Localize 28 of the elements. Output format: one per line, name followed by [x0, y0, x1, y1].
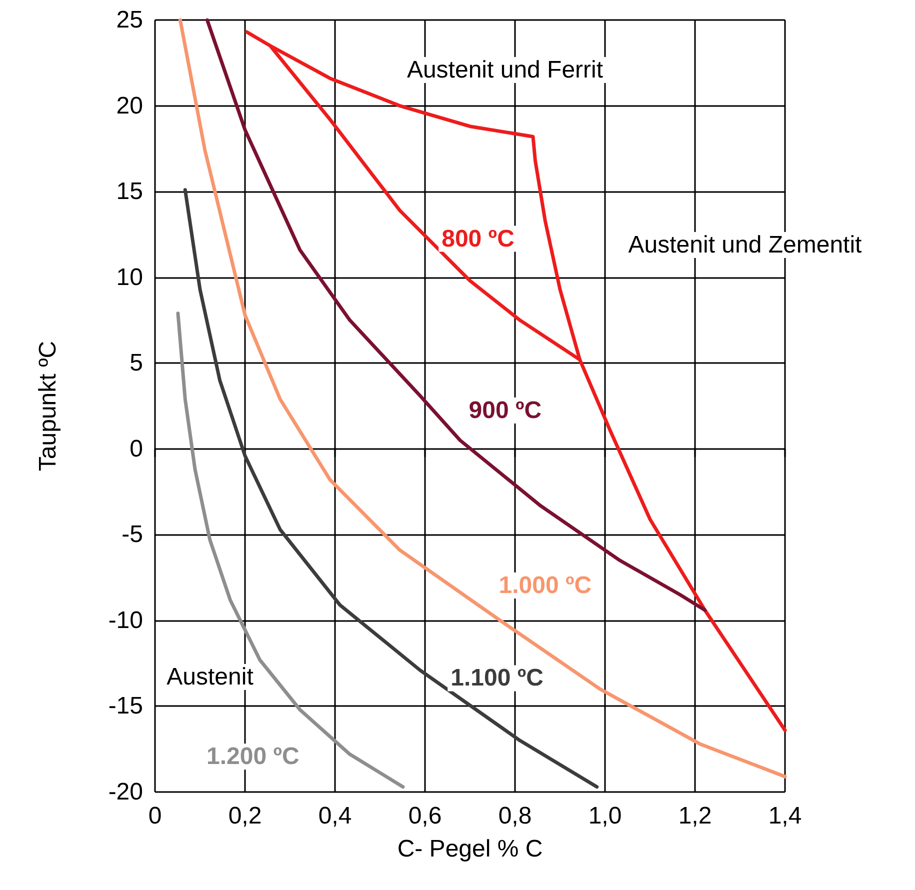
y-axis-title: Taupunkt ºC: [34, 340, 62, 472]
y-tick-label: 0: [130, 435, 143, 462]
x-tick-label: 0: [148, 802, 162, 830]
x-tick-label: 1,4: [768, 802, 802, 830]
annotation: Austenit und Zementit: [628, 232, 862, 258]
x-tick-label: 0,8: [498, 802, 532, 830]
x-tick-label: 0,4: [318, 802, 352, 830]
series-label: 800 ºC: [442, 225, 514, 252]
series-label: 1.000 ºC: [498, 572, 592, 599]
y-tick-label: 15: [116, 178, 143, 206]
y-tick-label: -5: [122, 521, 143, 548]
y-tick-label: -15: [108, 692, 143, 720]
annotation: Austenit: [166, 664, 254, 690]
y-tick-label: -10: [108, 606, 143, 634]
series-label: 1.100 ºC: [450, 664, 544, 692]
y-tick-label: 20: [116, 92, 143, 120]
y-tick-label: 10: [116, 264, 143, 291]
x-tick-label: 1,0: [588, 802, 622, 830]
x-tick-label: 0,6: [408, 802, 442, 830]
series-label: 900 ºC: [468, 397, 542, 424]
y-tick-label: 5: [130, 350, 143, 377]
annotation: Austenit und Ferrit: [406, 56, 604, 84]
series-label: 1.200 ºC: [206, 743, 300, 770]
x-axis-title: C- Pegel % C: [397, 836, 543, 862]
x-tick-label: 1,2: [678, 802, 712, 830]
y-tick-label: -20: [108, 778, 143, 806]
x-tick-label: 0,2: [228, 802, 262, 830]
y-tick-label: 25: [116, 6, 143, 34]
